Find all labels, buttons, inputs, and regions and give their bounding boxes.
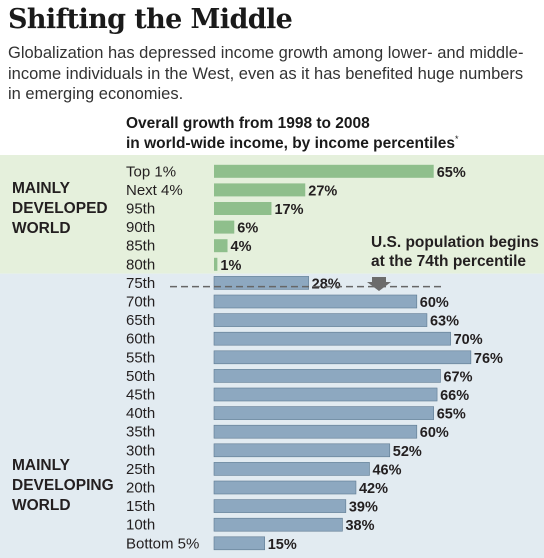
value-label-15: 52% (393, 444, 422, 460)
bar-18 (213, 499, 347, 513)
value-label-14: 60% (420, 425, 449, 441)
value-label-5: 1% (220, 258, 241, 274)
bar-1 (214, 183, 306, 197)
category-label-5: 80th (126, 256, 155, 273)
value-label-0: 65% (437, 165, 466, 181)
value-label-4: 4% (231, 239, 252, 255)
value-label-6: 28% (312, 276, 341, 292)
category-label-19: 10th (126, 517, 155, 534)
chart-subtitle: Globalization has depressed income growt… (8, 44, 524, 103)
bar-0 (214, 164, 434, 178)
chart-heading: Overall growth from 1998 to 2008 in worl… (126, 114, 459, 154)
bar-11 (213, 369, 441, 383)
category-label-6: 75th (126, 275, 155, 292)
value-label-12: 66% (440, 388, 469, 404)
value-label-1: 27% (308, 183, 337, 199)
category-label-17: 20th (126, 480, 155, 497)
group-label-1-0: MAINLY (12, 457, 71, 474)
bar-3 (214, 220, 235, 234)
chart-heading-line2: in world-wide income, by income percenti… (126, 134, 459, 154)
category-label-4: 85th (126, 238, 155, 255)
category-label-7: 70th (126, 294, 155, 311)
value-label-3: 6% (237, 221, 258, 237)
value-label-7: 60% (420, 295, 449, 311)
bar-15 (213, 443, 391, 458)
bar-4 (214, 239, 228, 253)
value-label-19: 38% (345, 518, 374, 534)
category-label-8: 65th (126, 312, 155, 329)
chart-heading-line2-text: in world-wide income, by income percenti… (126, 135, 456, 152)
bar-9 (213, 331, 451, 346)
category-label-11: 50th (126, 368, 155, 385)
category-label-0: Top 1% (126, 163, 176, 180)
annotation-line-1: at the 74th percentile (371, 253, 526, 270)
category-label-16: 25th (126, 461, 155, 478)
bar-17 (213, 480, 357, 495)
annotation-arrow-icon (367, 277, 391, 291)
bar-12 (213, 387, 438, 402)
category-label-15: 30th (126, 442, 155, 459)
category-label-20: Bottom 5% (126, 535, 199, 552)
bar-13 (213, 406, 434, 420)
category-label-2: 95th (126, 201, 155, 218)
value-label-17: 42% (359, 481, 388, 497)
category-label-12: 45th (126, 387, 155, 404)
value-label-13: 65% (437, 407, 466, 423)
bar-2 (214, 202, 272, 215)
group-label-0-2: WORLD (12, 220, 71, 237)
category-label-9: 60th (126, 331, 155, 348)
value-label-11: 67% (443, 369, 472, 385)
footnote-mark: * (455, 134, 459, 144)
group-label-1-1: DEVELOPING (12, 477, 114, 494)
bar-10 (213, 350, 472, 365)
value-label-20: 15% (268, 537, 297, 553)
chart-heading-line1: Overall growth from 1998 to 2008 (126, 115, 370, 132)
bar-20 (213, 536, 266, 551)
group-label-0-0: MAINLY (12, 180, 71, 197)
category-label-14: 35th (126, 424, 155, 441)
bar-14 (213, 424, 418, 439)
group-label-1-2: WORLD (12, 497, 71, 514)
annotation-line-0: U.S. population begins (371, 234, 539, 251)
category-label-18: 15th (126, 498, 155, 515)
bar-7 (213, 294, 418, 309)
bar-8 (213, 313, 428, 327)
value-label-18: 39% (349, 500, 378, 516)
value-label-2: 17% (274, 202, 303, 218)
chart-title: Shifting the Middle (8, 4, 293, 35)
value-label-8: 63% (430, 314, 459, 330)
bar-5 (214, 257, 218, 271)
category-label-10: 55th (126, 349, 155, 366)
group-label-0-1: DEVELOPED (12, 200, 108, 217)
bar-19 (213, 517, 343, 532)
value-label-10: 76% (474, 351, 503, 367)
bar-16 (213, 462, 370, 476)
value-label-9: 70% (454, 332, 483, 348)
value-label-16: 46% (372, 462, 401, 478)
category-label-1: Next 4% (126, 182, 183, 199)
category-label-3: 90th (126, 219, 155, 236)
category-label-13: 40th (126, 405, 155, 422)
bar-6 (213, 276, 309, 290)
